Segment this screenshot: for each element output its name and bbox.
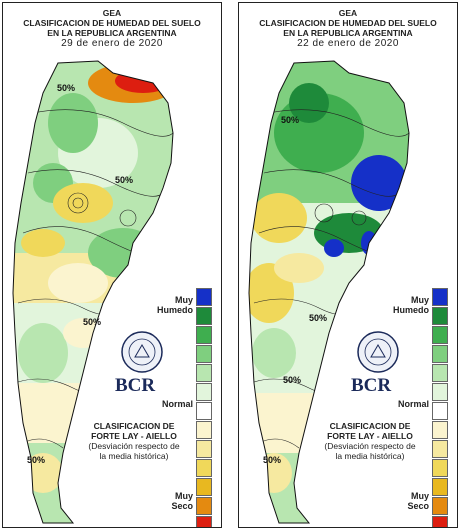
- legend-label-very-dry: Muy Seco: [407, 491, 429, 511]
- map-date: 29 de enero de 2020: [61, 38, 163, 49]
- country-outline: [248, 60, 410, 524]
- bcr-logo-text: BCR: [351, 375, 392, 396]
- isoline-label: 50%: [263, 455, 282, 465]
- org-name: GEA: [338, 8, 358, 18]
- legend-swatch: [432, 288, 448, 306]
- legend-swatch: [196, 364, 212, 382]
- legend-swatch: [196, 421, 212, 439]
- isoline-label: 50%: [309, 313, 328, 323]
- map-date: 22 de enero de 2020: [297, 38, 399, 49]
- method-note: CLASIFICACION DE FORTE LAY - AIELLO (Des…: [88, 421, 180, 461]
- legend-swatch: [432, 402, 448, 420]
- legend-swatch: [196, 516, 212, 527]
- isoline-label: 50%: [283, 375, 302, 385]
- map-header: GEA CLASIFICACION DE HUMEDAD DEL SUELO E…: [3, 3, 221, 49]
- legend-swatch: [432, 307, 448, 325]
- legend-swatch: [432, 440, 448, 458]
- org-name: GEA: [102, 8, 122, 18]
- isoline-label: 50%: [115, 175, 134, 185]
- isoline-label: 50%: [57, 83, 76, 93]
- legend-label-very-wet: Muy Humedo: [157, 295, 193, 315]
- legend-swatch: [196, 440, 212, 458]
- legend-swatch: [432, 516, 448, 527]
- legend-swatch: [196, 307, 212, 325]
- legend-swatch: [432, 326, 448, 344]
- legend-swatch: [196, 326, 212, 344]
- map-panel-jan-22: GEA CLASIFICACION DE HUMEDAD DEL SUELO E…: [238, 2, 458, 528]
- legend-swatch: [196, 383, 212, 401]
- color-legend: [432, 288, 448, 527]
- legend-swatch: [432, 459, 448, 477]
- legend-swatch: [432, 364, 448, 382]
- legend-swatch: [196, 345, 212, 363]
- legend-swatch: [432, 421, 448, 439]
- isoline-label: 50%: [83, 317, 102, 327]
- legend-swatch: [196, 288, 212, 306]
- legend-swatch: [432, 383, 448, 401]
- map-title-line1: CLASIFICACION DE HUMEDAD DEL SUELO: [23, 18, 201, 28]
- legend-label-very-wet: Muy Humedo: [393, 295, 429, 315]
- legend-swatch: [196, 402, 212, 420]
- legend-swatch: [432, 497, 448, 515]
- isoline-label: 50%: [27, 455, 46, 465]
- legend-swatch: [432, 345, 448, 363]
- map-title-line2: EN LA REPUBLICA ARGENTINA: [47, 28, 177, 38]
- legend-swatch: [196, 478, 212, 496]
- map-title-line2: EN LA REPUBLICA ARGENTINA: [283, 28, 413, 38]
- legend-swatch: [432, 478, 448, 496]
- argentina-soil-map: [12, 60, 174, 524]
- argentina-soil-map: [248, 60, 410, 524]
- legend-label-very-dry: Muy Seco: [171, 491, 193, 511]
- map-header: GEA CLASIFICACION DE HUMEDAD DEL SUELO E…: [239, 3, 457, 49]
- map-panel-jan-29: GEA CLASIFICACION DE HUMEDAD DEL SUELO E…: [2, 2, 222, 528]
- color-legend: [196, 288, 212, 527]
- isoline-label: 50%: [281, 115, 300, 125]
- legend-swatch: [196, 497, 212, 515]
- map-title-line1: CLASIFICACION DE HUMEDAD DEL SUELO: [259, 18, 437, 28]
- legend-swatch: [196, 459, 212, 477]
- method-note: CLASIFICACION DE FORTE LAY - AIELLO (Des…: [324, 421, 416, 461]
- legend-label-normal: Normal: [161, 399, 193, 409]
- country-outline: [12, 60, 174, 524]
- bcr-seal-icon: [357, 331, 399, 373]
- legend-label-normal: Normal: [397, 399, 429, 409]
- bcr-logo-text: BCR: [115, 375, 156, 396]
- bcr-seal-icon: [121, 331, 163, 373]
